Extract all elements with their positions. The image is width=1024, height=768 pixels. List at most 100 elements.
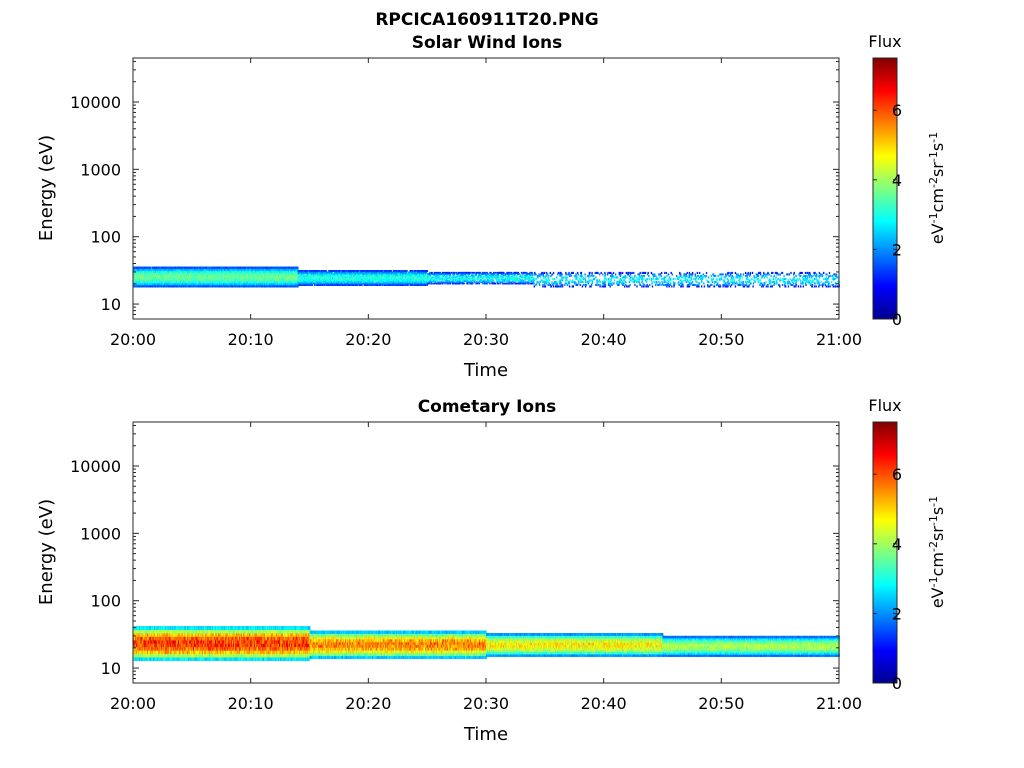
spectrogram-cell <box>194 278 196 282</box>
spectrogram-cell <box>406 270 408 273</box>
spectrogram-cell <box>147 266 149 270</box>
spectrogram-cell <box>136 276 138 280</box>
spectrogram-cell <box>200 270 203 274</box>
spectrogram-cell <box>191 278 193 282</box>
spectrogram-cell <box>143 268 145 272</box>
spectrogram-cell <box>167 272 169 276</box>
spectrogram-cell <box>168 276 170 280</box>
spectrogram-cell <box>140 274 142 278</box>
spectrogram-cell <box>211 276 213 280</box>
spectrogram-cell <box>187 274 189 278</box>
spectrogram-cell <box>197 278 199 282</box>
panel-title: Solar Wind Ions <box>412 33 563 53</box>
spectrogram-cell <box>450 271 453 274</box>
spectrogram-cell <box>136 274 138 278</box>
spectrogram-cell <box>159 284 161 288</box>
spectrogram-cell <box>178 268 180 272</box>
spectrogram-cell <box>426 270 428 273</box>
spectrogram-cell <box>171 280 173 284</box>
spectrogram-cell <box>186 284 188 288</box>
panel-solar-wind-ions: Solar Wind Ions 20:00 20:10 20:20 20:30 20:4… <box>36 32 947 381</box>
spectrogram-cell <box>157 272 159 276</box>
spectrogram-cell <box>140 280 142 284</box>
spectrogram-cell <box>205 278 207 282</box>
spectrogram-cell <box>213 268 216 272</box>
spectrogram-cell <box>162 270 164 274</box>
spectrogram-cell <box>173 282 175 286</box>
spectrogram-cell <box>135 278 138 282</box>
spectrogram-cell <box>208 266 211 270</box>
spectrogram-cell <box>177 270 180 274</box>
spectrogram-cell <box>217 276 219 280</box>
spectrogram-cell <box>168 278 170 282</box>
spectrogram-cell <box>154 280 157 284</box>
spectrogram-cell <box>163 284 165 288</box>
spectrogram-cell <box>138 284 141 288</box>
spectrogram-cell <box>152 274 154 278</box>
spectrogram-cell <box>183 284 185 288</box>
spectrogram-cell <box>188 280 190 284</box>
spectrogram-cell <box>297 266 299 270</box>
spectrogram-cell <box>196 270 198 274</box>
spectrogram-cell <box>206 272 208 276</box>
spectrogram-cell <box>144 274 146 278</box>
spectrogram-cell <box>147 284 149 288</box>
spectrogram-cell <box>195 284 197 288</box>
spectrogram-cell <box>172 266 174 270</box>
spectrogram-cell <box>165 278 167 282</box>
spectrogram-cell <box>153 274 156 278</box>
spectrogram-cell <box>205 268 207 272</box>
spectrogram-cell <box>212 272 214 276</box>
spectrogram-cell <box>193 272 195 276</box>
spectrogram-cell <box>170 266 172 270</box>
spectrogram-cell <box>208 272 211 276</box>
spectrogram-cell <box>170 270 172 274</box>
spectrogram-cell <box>156 274 158 278</box>
spectrogram-cell <box>161 274 163 278</box>
spectrogram-cell <box>198 266 200 270</box>
spectrogram-cell <box>148 284 150 288</box>
spectrogram-cell <box>454 271 456 274</box>
spectrogram-cell <box>137 274 140 278</box>
spectrogram-cell <box>136 272 139 276</box>
spectrogram-cell <box>158 276 160 280</box>
spectrogram-cell <box>138 270 141 274</box>
spectrogram-cell <box>215 272 217 276</box>
spectrogram-cell <box>177 274 180 278</box>
spectrogram-cell <box>190 270 192 274</box>
spectrogram-cell <box>219 278 221 282</box>
spectrogram-cell <box>167 268 170 272</box>
spectrogram-cell <box>198 278 201 282</box>
spectrogram-cell <box>174 280 177 284</box>
spectrogram-cell <box>174 270 177 274</box>
spectrogram-cell <box>222 276 224 280</box>
spectrogram-cell <box>179 270 181 274</box>
spectrogram-cell <box>140 276 142 280</box>
spectrogram-cell <box>174 274 177 278</box>
figure-title: RPCICA160911T20.PNG <box>375 10 598 30</box>
spectrogram-cell <box>160 272 162 276</box>
spectrogram-cell <box>215 274 218 278</box>
spectrogram-cell <box>207 266 209 270</box>
spectrogram-cell <box>185 280 188 284</box>
spectrogram-cell <box>134 276 136 280</box>
spectrogram-cell <box>209 270 211 274</box>
spectrogram-cell <box>452 279 455 281</box>
spectrogram-cell <box>221 270 224 274</box>
spectrogram-cell <box>206 282 209 286</box>
spectrogram-cell <box>150 266 152 270</box>
spectrogram-cell <box>221 272 223 276</box>
spectrogram-cell <box>202 278 204 282</box>
spectrogram-cell <box>205 276 207 280</box>
spectrogram-cell <box>197 274 200 278</box>
spectrogram-cell <box>193 282 195 286</box>
spectrogram-cell <box>144 270 147 274</box>
spectrogram-cell <box>169 270 171 274</box>
spectrogram-cell <box>172 268 174 272</box>
spectrogram <box>133 266 840 288</box>
spectrogram-cell <box>181 272 184 276</box>
spectrogram-cell <box>179 268 181 272</box>
spectrogram-cell <box>140 266 142 270</box>
spectrogram-cell <box>193 284 195 288</box>
